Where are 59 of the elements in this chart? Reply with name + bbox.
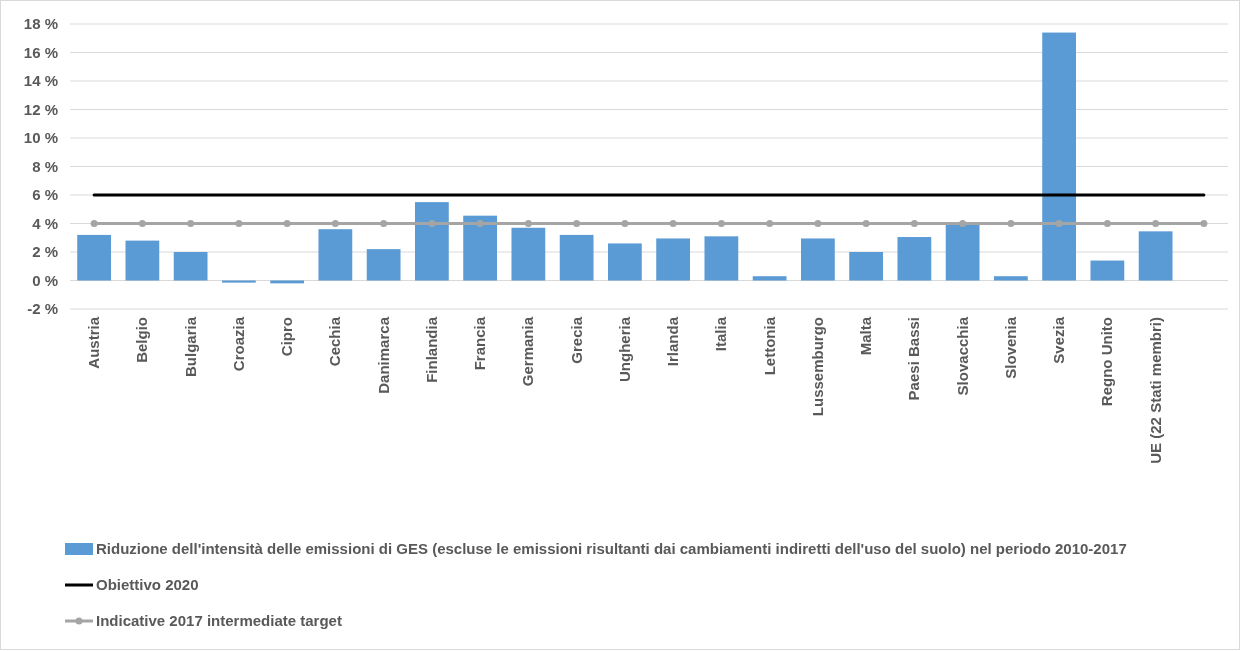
bar [414,202,449,281]
y-tick-label: 0 % [32,271,58,289]
x-tick-label: Francia [471,316,489,371]
x-tick-label: Danimarca [374,316,392,394]
legend-label: Obiettivo 2020 [96,576,199,593]
bar [800,238,835,281]
x-tick-label: Cipro [278,317,296,357]
y-tick-label: 8 % [32,157,58,175]
x-tick-label: Slovacchia [953,316,971,396]
x-tick-label: Finlandia [422,316,440,383]
y-tick-label: -2 % [27,300,58,318]
bar [1042,32,1077,281]
y-tick-label: 10 % [23,129,58,147]
x-tick-label: Lussemburgo [808,317,826,417]
bar [125,240,160,281]
y-tick-label: 16 % [23,43,58,61]
y-tick-label: 2 % [32,243,58,261]
bar [993,276,1028,281]
bar [366,249,401,281]
bar [511,227,546,281]
bar [221,280,256,283]
bar [1090,260,1125,281]
x-tick-label: Svezia [1050,316,1068,364]
x-tick-label: Croazia [229,316,247,372]
x-tick-label: Cechia [326,316,344,367]
bar [77,234,112,281]
bar [463,215,498,281]
bar [607,243,642,281]
x-tick-label: Slovenia [1001,316,1019,379]
x-tick-label: Bulgaria [181,316,199,378]
bar [318,229,353,281]
x-tick-label: Italia [712,316,730,352]
bar [752,276,787,281]
x-tick-label: Ungheria [615,316,633,383]
legend-label: Indicative 2017 intermediate target [96,612,342,629]
x-tick-label: Grecia [567,316,585,364]
x-tick-label: Lettonia [760,316,778,376]
bar [897,237,932,281]
x-tick-label: Germania [519,316,537,387]
y-tick-label: 18 % [23,15,58,33]
bar [173,252,208,281]
x-tick-label: Austria [85,316,103,369]
x-tick-label: Paesi Bassi [905,317,923,401]
bar [656,238,691,281]
bar [945,224,980,281]
x-tick-label: Regno Unito [1098,317,1116,407]
bar [1138,231,1173,281]
x-tick-label: UE (22 Stati membri) [1146,317,1164,464]
legend-label: Riduzione dell'intensità delle emissioni di GES (escluse le emissioni risultanti dai cambiamenti indiretti dell'uso del suolo) nel periodo 2010-2017 [96,540,1127,557]
y-tick-label: 6 % [32,186,58,204]
y-tick-label: 12 % [23,100,58,118]
bar [559,234,594,281]
x-tick-label: Malta [857,316,875,356]
bar [704,236,739,281]
x-tick-label: Belgio [133,317,151,363]
bar [849,252,884,281]
y-tick-label: 14 % [23,72,58,90]
y-tick-label: 4 % [32,214,58,232]
x-tick-label: Irlanda [664,316,682,367]
